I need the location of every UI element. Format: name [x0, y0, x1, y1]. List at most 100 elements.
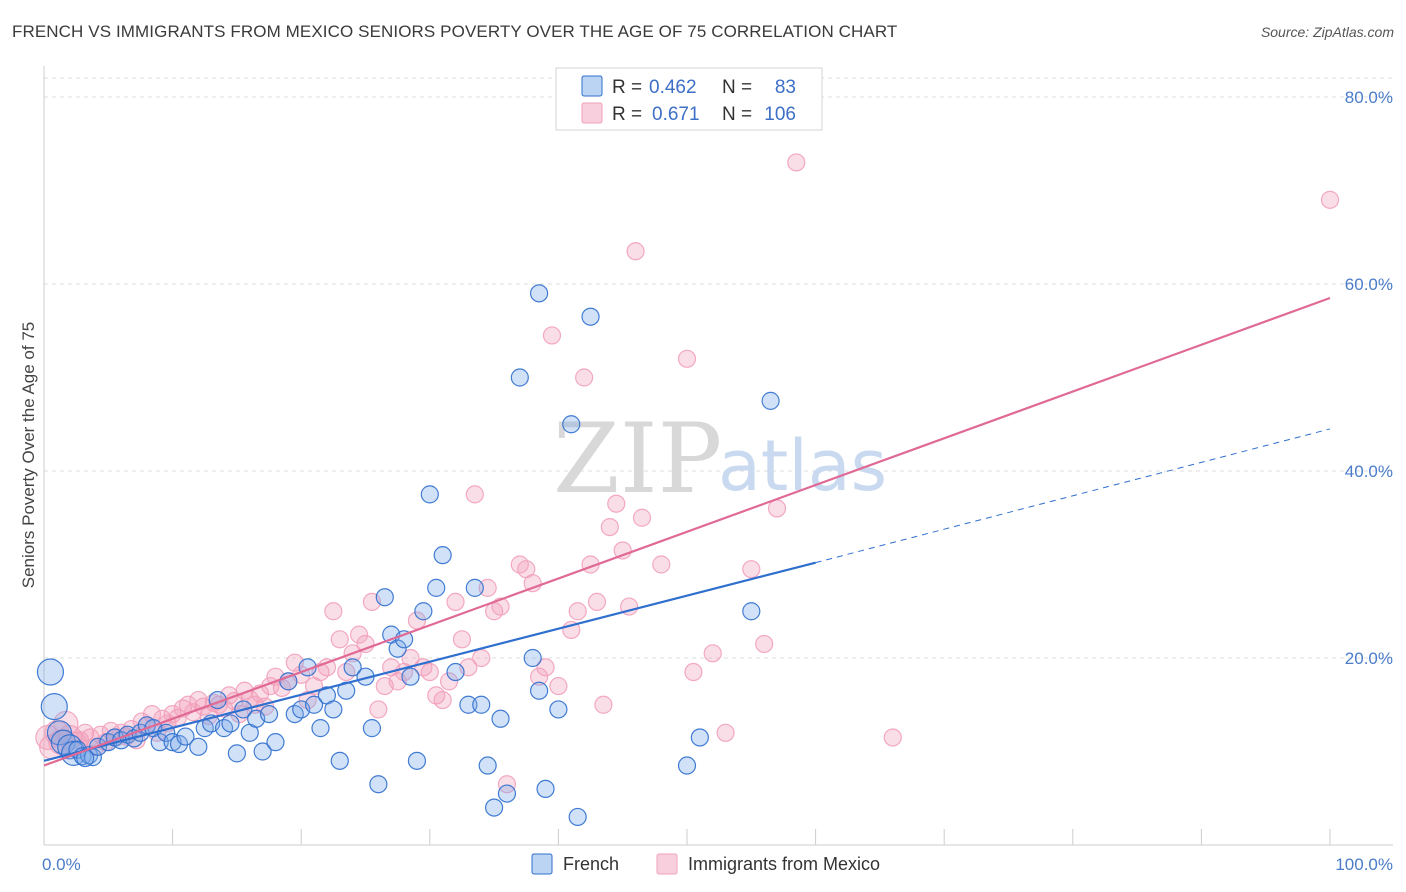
mexico-point: [607, 494, 626, 513]
french-point: [523, 648, 542, 668]
mexico-point: [677, 349, 697, 368]
french-point: [581, 307, 600, 326]
french-point: [311, 719, 330, 738]
mexico-point: [600, 517, 619, 537]
x-tick-labels: 0.0% 100.0%: [42, 855, 1393, 874]
mexico-point: [472, 648, 491, 668]
french-point: [465, 578, 484, 597]
trend-line-french-extension: [815, 428, 1331, 564]
mexico-point: [587, 592, 607, 612]
french-point: [530, 681, 549, 700]
french-point: [420, 485, 439, 504]
french-point: [433, 546, 452, 565]
mexico-point: [755, 634, 774, 654]
french-point: [362, 719, 382, 738]
french-point: [150, 733, 169, 752]
mexico-point: [542, 326, 562, 345]
legend-n-value-french: 83: [775, 77, 796, 98]
legend-n-label-french: N =: [722, 77, 752, 98]
mexico-point: [530, 667, 549, 686]
french-point: [169, 734, 189, 754]
mexico-point: [439, 672, 459, 691]
french-point: [677, 756, 697, 775]
french-point: [324, 700, 343, 719]
mexico-point: [568, 602, 587, 621]
french-point: [221, 714, 240, 733]
y-tick-label: 20.0%: [1345, 649, 1393, 668]
mexico-point: [369, 700, 388, 719]
french-point: [401, 667, 420, 686]
french-point: [446, 662, 465, 682]
french-point: [478, 756, 497, 775]
mexico-point: [883, 728, 902, 747]
legend-swatch-mexico: [581, 102, 603, 124]
y-tick-label: 80.0%: [1345, 88, 1393, 107]
mexico-point: [716, 723, 735, 742]
french-point: [266, 733, 285, 752]
y-tick-label: 60.0%: [1345, 275, 1393, 294]
legend-r-label-mexico: R =: [612, 104, 642, 125]
french-point: [568, 807, 587, 827]
mexico-point: [787, 153, 806, 172]
chart-title: FRENCH VS IMMIGRANTS FROM MEXICO SENIORS…: [12, 22, 898, 41]
y-tick-labels: 20.0% 40.0% 60.0% 80.0%: [1345, 88, 1393, 668]
french-point: [742, 602, 761, 621]
french-point: [690, 728, 709, 747]
mexico-point: [575, 368, 594, 387]
mexico-point: [478, 578, 497, 597]
french-point: [330, 751, 349, 770]
french-point: [459, 695, 478, 714]
french-point: [485, 798, 504, 817]
french-point: [176, 727, 195, 746]
legend-n-label-mexico: N =: [722, 104, 752, 125]
mexico-point: [536, 658, 555, 677]
watermark-zip: ZIP: [553, 403, 722, 515]
legend-r-value-mexico: 0.671: [652, 104, 700, 125]
french-point: [761, 391, 780, 410]
french-point: [536, 779, 555, 799]
french-point: [427, 578, 446, 597]
y-axis-label: Seniors Poverty Over the Age of 75: [19, 322, 38, 588]
watermark: ZIP atlas: [553, 403, 887, 515]
french-point: [189, 737, 208, 756]
french-point: [472, 695, 491, 714]
source-label: Source: ZipAtlas.com: [1260, 24, 1394, 40]
axes: [43, 66, 1393, 846]
french-point: [414, 602, 433, 621]
french-point: [304, 695, 324, 714]
french-point: [40, 693, 68, 721]
french-point: [227, 744, 246, 763]
mexico-point: [142, 704, 162, 724]
trend-line-french: [43, 561, 816, 762]
mexico-point: [433, 690, 452, 710]
mexico-point: [465, 485, 484, 504]
trend-lines: [43, 296, 1331, 767]
mexico-point: [703, 644, 722, 663]
mexico-point: [497, 775, 517, 794]
bottom-legend-label-french: French: [563, 854, 619, 874]
mexico-point: [491, 597, 510, 616]
bottom-legend: French Immigrants from Mexico: [531, 853, 880, 875]
x-tick-label: 0.0%: [42, 855, 81, 874]
y-tick-label: 40.0%: [1345, 462, 1393, 481]
bottom-legend-swatch-french: [531, 853, 553, 875]
french-point: [510, 368, 529, 387]
mexico-point: [446, 592, 465, 612]
french-point: [530, 284, 549, 303]
mexico-point: [594, 695, 613, 714]
french-point: [36, 658, 65, 686]
french-point: [407, 751, 427, 770]
mexico-point: [767, 499, 787, 518]
mexico-point: [349, 625, 369, 644]
mexico-point: [652, 555, 671, 574]
french-point: [562, 415, 581, 434]
legend-n-value-mexico: 106: [764, 104, 796, 125]
mexico-point: [324, 602, 343, 621]
french-point: [375, 588, 394, 607]
legend-r-value-french: 0.462: [649, 77, 697, 98]
bottom-legend-label-mexico: Immigrants from Mexico: [688, 854, 880, 874]
french-point: [549, 700, 568, 719]
trend-line-mexico: [43, 296, 1331, 767]
mexico-point: [742, 560, 761, 579]
